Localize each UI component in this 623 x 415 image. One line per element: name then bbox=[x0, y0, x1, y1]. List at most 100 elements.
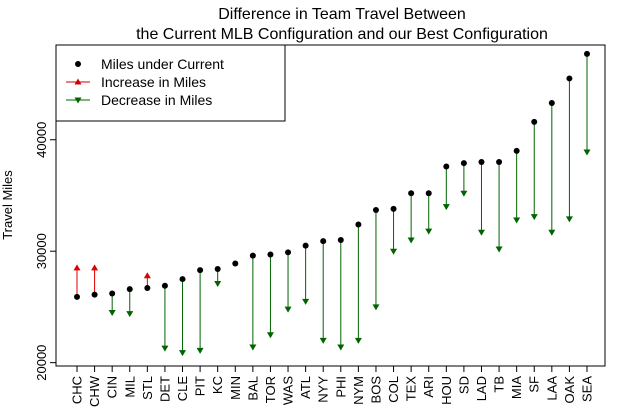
decrease-arrowhead bbox=[548, 229, 556, 236]
current-miles-point bbox=[197, 267, 204, 274]
x-tick-label: MIA bbox=[509, 376, 524, 399]
x-tick-label: CHC bbox=[70, 376, 85, 404]
x-tick-label: DET bbox=[157, 376, 172, 402]
y-axis: 20000 30000 40000 bbox=[34, 122, 56, 381]
current-miles-point bbox=[320, 238, 327, 245]
decrease-arrowhead bbox=[530, 214, 538, 221]
x-tick-label: LAA bbox=[544, 376, 559, 401]
current-miles-point bbox=[74, 293, 80, 300]
current-miles-point bbox=[531, 118, 538, 125]
x-tick-label: STL bbox=[140, 376, 155, 400]
current-miles-point bbox=[548, 99, 555, 106]
decrease-arrowhead bbox=[425, 228, 433, 235]
current-miles-point bbox=[408, 190, 415, 197]
x-tick-label: PHI bbox=[333, 376, 348, 398]
current-miles-point bbox=[390, 205, 397, 212]
x-tick-label: SF bbox=[527, 376, 542, 393]
current-miles-point bbox=[584, 50, 590, 57]
x-tick-label: BOS bbox=[368, 376, 383, 404]
decrease-arrowhead bbox=[372, 304, 380, 311]
x-tick-label: MIL bbox=[122, 376, 137, 398]
legend-increase-marker bbox=[74, 78, 82, 85]
decrease-arrowhead bbox=[319, 337, 327, 344]
current-miles-point bbox=[179, 276, 186, 283]
x-tick-label: WAS bbox=[281, 376, 296, 405]
current-miles-point bbox=[372, 206, 379, 213]
decrease-arrowhead bbox=[354, 337, 362, 344]
decrease-arrowhead bbox=[460, 190, 468, 197]
current-miles-point bbox=[214, 266, 221, 273]
decrease-arrowhead bbox=[513, 217, 521, 224]
decrease-arrowhead bbox=[407, 237, 415, 244]
current-miles-point bbox=[232, 260, 239, 267]
decrease-arrowhead bbox=[302, 298, 310, 305]
current-miles-point bbox=[267, 251, 274, 258]
legend-entry-decrease: Decrease in Miles bbox=[101, 92, 212, 108]
legend-entry-increase: Increase in Miles bbox=[101, 74, 206, 90]
current-miles-point bbox=[513, 147, 520, 154]
x-tick-label: CHW bbox=[87, 375, 102, 407]
increase-arrowhead bbox=[73, 264, 81, 271]
x-tick-label: SEA bbox=[580, 376, 595, 402]
x-tick-label: COL bbox=[386, 376, 401, 403]
x-tick-label: TB bbox=[492, 376, 507, 393]
plot-frame bbox=[55, 44, 606, 367]
current-miles-point bbox=[109, 290, 116, 297]
decrease-arrowhead bbox=[337, 344, 345, 351]
current-miles-point bbox=[161, 282, 168, 289]
legend-box bbox=[55, 44, 286, 122]
x-tick-label: TEX bbox=[404, 376, 419, 402]
decrease-arrowhead bbox=[214, 281, 222, 288]
y-tick-label: 30000 bbox=[34, 233, 49, 269]
x-tick-label: NYY bbox=[316, 376, 331, 403]
x-tick-label: CLE bbox=[175, 376, 190, 402]
chart-marks bbox=[73, 50, 591, 357]
decrease-arrowhead bbox=[196, 347, 204, 354]
chart-title-line-2: the Current MLB Configuration and our Be… bbox=[136, 26, 548, 43]
decrease-arrowhead bbox=[477, 229, 485, 236]
current-miles-point bbox=[425, 190, 432, 197]
x-tick-label: BAL bbox=[245, 376, 260, 401]
x-tick-label: NYM bbox=[351, 376, 366, 405]
decrease-arrowhead bbox=[495, 246, 503, 253]
increase-arrowhead bbox=[91, 264, 99, 271]
decrease-arrowhead bbox=[565, 216, 573, 223]
current-miles-point bbox=[478, 159, 485, 166]
chart-title-line-1: Difference in Team Travel Between bbox=[218, 6, 466, 23]
current-miles-point bbox=[496, 159, 503, 166]
decrease-arrowhead bbox=[266, 332, 274, 339]
current-miles-point bbox=[249, 252, 256, 259]
current-miles-point bbox=[91, 291, 98, 298]
current-miles-point bbox=[355, 221, 362, 228]
current-miles-point bbox=[126, 286, 133, 293]
current-miles-point bbox=[302, 242, 309, 249]
x-tick-label: KC bbox=[210, 376, 225, 394]
x-axis: CHC CHW CIN MIL STL DET CLE PIT KC MIN BAL TOR WAS AT… bbox=[70, 366, 595, 407]
y-tick-label: 20000 bbox=[34, 345, 49, 381]
current-miles-point bbox=[144, 284, 151, 291]
x-tick-label: ATL bbox=[298, 376, 313, 399]
decrease-arrowhead bbox=[179, 350, 187, 357]
current-miles-point bbox=[443, 163, 450, 170]
decrease-arrowhead bbox=[583, 149, 591, 156]
decrease-arrowhead bbox=[284, 306, 292, 313]
x-tick-label: CIN bbox=[105, 376, 120, 398]
current-miles-point bbox=[460, 160, 467, 167]
legend-entry-current: Miles under Current bbox=[101, 56, 224, 72]
current-miles-point bbox=[337, 237, 344, 244]
increase-arrowhead bbox=[143, 272, 151, 279]
x-tick-label: MIN bbox=[228, 376, 243, 400]
x-tick-label: OAK bbox=[562, 376, 577, 404]
current-miles-point bbox=[566, 75, 573, 82]
x-tick-label: ARI bbox=[421, 376, 436, 398]
legend-point-marker bbox=[75, 61, 81, 67]
decrease-arrowhead bbox=[126, 311, 134, 318]
y-tick-label: 40000 bbox=[34, 122, 49, 158]
x-tick-label: SD bbox=[456, 376, 471, 394]
legend: Miles under Current Increase in Miles De… bbox=[55, 44, 286, 122]
decrease-arrowhead bbox=[442, 204, 450, 211]
x-tick-label: LAD bbox=[474, 376, 489, 401]
x-tick-label: PIT bbox=[193, 376, 208, 396]
y-axis-label: Travel Miles bbox=[0, 170, 15, 240]
